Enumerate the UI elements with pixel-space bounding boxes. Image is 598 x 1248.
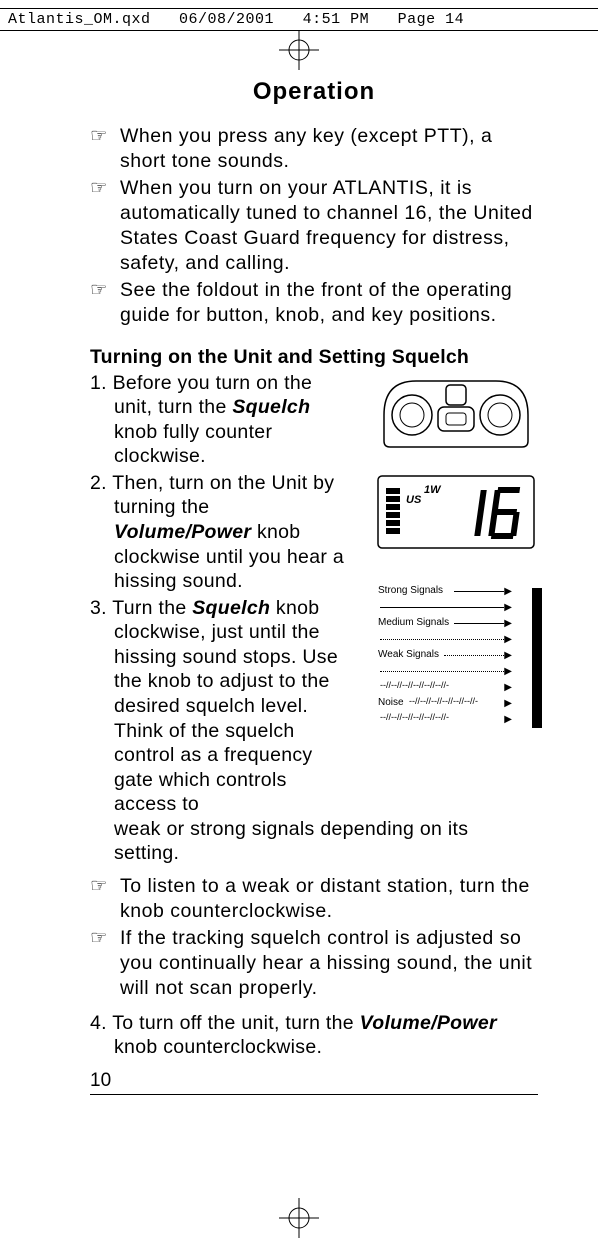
arrow-right-icon: ▶ bbox=[504, 650, 512, 661]
arrow-right-icon: ▶ bbox=[504, 666, 512, 677]
arrow-right-icon: ▶ bbox=[504, 618, 512, 629]
squelch-line bbox=[454, 591, 504, 592]
pointing-hand-icon: ☞ bbox=[90, 278, 120, 328]
arrow-right-icon: ▶ bbox=[504, 634, 512, 645]
page-number: 10 bbox=[90, 1070, 538, 1095]
note-text: When you turn on your ATLANTIS, it is au… bbox=[120, 176, 538, 276]
page-title: Operation bbox=[90, 78, 538, 106]
note-text: See the foldout in the front of the oper… bbox=[120, 278, 538, 328]
squelch-row-label: Medium Signals bbox=[378, 617, 449, 628]
squelch-row: --//--//--//--//--//--//-▶ bbox=[378, 680, 526, 694]
arrow-right-icon: ▶ bbox=[504, 682, 512, 693]
squelch-noise-line: --//--//--//--//--//--//- bbox=[380, 680, 504, 690]
squelch-row: Strong Signals ▶ bbox=[378, 584, 526, 598]
figures-column: US 1W Strong Signals▶▶Medium Signals▶▶We… bbox=[376, 371, 546, 748]
note-item: ☞ To listen to a weak or distant station… bbox=[90, 874, 538, 924]
note-text: To listen to a weak or distant station, … bbox=[120, 874, 538, 924]
intro-notes: ☞ When you press any key (except PTT), a… bbox=[90, 124, 538, 328]
squelch-line bbox=[454, 623, 504, 624]
step-4: 4. To turn off the unit, turn the Volume… bbox=[90, 1011, 538, 1060]
squelch-row: ▶ bbox=[378, 600, 526, 614]
squelch-line bbox=[444, 655, 504, 656]
slug-date: 06/08/2001 bbox=[179, 11, 274, 28]
steps-section: 1. Before you turn on the unit, turn the… bbox=[90, 371, 538, 866]
note-item: ☞ When you turn on your ATLANTIS, it is … bbox=[90, 176, 538, 276]
arrow-right-icon: ▶ bbox=[504, 602, 512, 613]
slug-page: Page 14 bbox=[398, 11, 465, 28]
page-content: Operation ☞ When you press any key (exce… bbox=[90, 70, 538, 1095]
lcd-us: US bbox=[406, 494, 421, 506]
note-item: ☞ If the tracking squelch control is adj… bbox=[90, 926, 538, 1001]
section-heading: Turning on the Unit and Setting Squelch bbox=[90, 346, 538, 369]
squelch-row-label: Weak Signals bbox=[378, 649, 439, 660]
slug-file: Atlantis_OM.qxd bbox=[8, 11, 151, 28]
squelch-row: Weak Signals ▶ bbox=[378, 648, 526, 662]
note-text: When you press any key (except PTT), a s… bbox=[120, 124, 538, 174]
squelch-row: Noise --//--//--//--//--//--//-▶ bbox=[378, 696, 526, 710]
squelch-line bbox=[380, 607, 504, 608]
crop-mark-top bbox=[279, 30, 319, 70]
step-2: 2. Then, turn on the Unit by turning the… bbox=[90, 471, 350, 594]
note-item: ☞ See the foldout in the front of the op… bbox=[90, 278, 538, 328]
squelch-line bbox=[380, 671, 504, 672]
squelch-row-label: Strong Signals bbox=[378, 585, 443, 596]
figure-lcd: US 1W bbox=[376, 474, 536, 550]
squelch-row-label: Noise bbox=[378, 697, 404, 708]
print-slug: Atlantis_OM.qxd 06/08/2001 4:51 PM Page … bbox=[0, 8, 598, 31]
squelch-line bbox=[380, 639, 504, 640]
pointing-hand-icon: ☞ bbox=[90, 124, 120, 174]
squelch-row: Medium Signals ▶ bbox=[378, 616, 526, 630]
squelch-row: ▶ bbox=[378, 664, 526, 678]
squelch-row: --//--//--//--//--//--//-▶ bbox=[378, 712, 526, 726]
squelch-bar bbox=[532, 588, 542, 728]
pointing-hand-icon: ☞ bbox=[90, 926, 120, 1001]
slug-time: 4:51 PM bbox=[303, 11, 370, 28]
arrow-right-icon: ▶ bbox=[504, 714, 512, 725]
figure-knobs bbox=[376, 371, 536, 451]
step-1: 1. Before you turn on the unit, turn the… bbox=[90, 371, 350, 469]
arrow-right-icon: ▶ bbox=[504, 586, 512, 597]
arrow-right-icon: ▶ bbox=[504, 698, 512, 709]
lcd-watt: 1W bbox=[424, 484, 441, 496]
squelch-noise-line: --//--//--//--//--//--//- bbox=[409, 696, 504, 706]
note-item: ☞ When you press any key (except PTT), a… bbox=[90, 124, 538, 174]
crop-mark-bottom bbox=[279, 1198, 319, 1238]
secondary-notes: ☞ To listen to a weak or distant station… bbox=[90, 874, 538, 1001]
pointing-hand-icon: ☞ bbox=[90, 176, 120, 276]
note-text: If the tracking squelch control is adjus… bbox=[120, 926, 538, 1001]
squelch-row: ▶ bbox=[378, 632, 526, 646]
squelch-noise-line: --//--//--//--//--//--//- bbox=[380, 712, 504, 722]
figure-squelch-diagram: Strong Signals▶▶Medium Signals▶▶Weak Sig… bbox=[376, 578, 544, 748]
pointing-hand-icon: ☞ bbox=[90, 874, 120, 924]
